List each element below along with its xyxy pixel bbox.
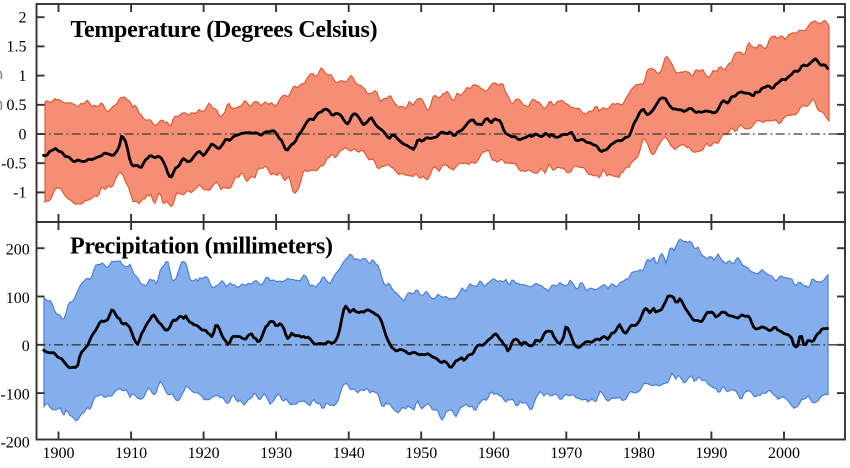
svg-text:1930: 1930 bbox=[260, 445, 292, 462]
svg-text:1980: 1980 bbox=[623, 445, 655, 462]
svg-text:-200: -200 bbox=[0, 435, 29, 452]
svg-text:1960: 1960 bbox=[478, 445, 510, 462]
svg-text:1920: 1920 bbox=[188, 445, 220, 462]
svg-text:1990: 1990 bbox=[695, 445, 727, 462]
svg-text:2: 2 bbox=[19, 10, 27, 27]
svg-text:1950: 1950 bbox=[405, 445, 437, 462]
svg-text:1940: 1940 bbox=[333, 445, 365, 462]
svg-text:0: 0 bbox=[19, 126, 27, 143]
svg-text:1: 1 bbox=[19, 68, 27, 85]
svg-text:-100: -100 bbox=[0, 386, 29, 403]
svg-text:0: 0 bbox=[22, 338, 30, 355]
svg-text:1.5: 1.5 bbox=[7, 39, 27, 56]
svg-text:Precipitation (millimeters): Precipitation (millimeters) bbox=[70, 234, 333, 260]
svg-text:1970: 1970 bbox=[550, 445, 582, 462]
svg-text:1910: 1910 bbox=[115, 445, 147, 462]
svg-text:100: 100 bbox=[6, 290, 30, 307]
svg-text:-1: -1 bbox=[13, 185, 26, 202]
svg-text:Temperature (Degrees Celsius): Temperature (Degrees Celsius) bbox=[71, 17, 378, 43]
svg-text:1900: 1900 bbox=[43, 445, 75, 462]
svg-text:2000: 2000 bbox=[768, 445, 800, 462]
svg-text:-0.5: -0.5 bbox=[1, 156, 26, 173]
svg-text:0.5: 0.5 bbox=[7, 97, 27, 114]
svg-text:200: 200 bbox=[6, 242, 30, 259]
